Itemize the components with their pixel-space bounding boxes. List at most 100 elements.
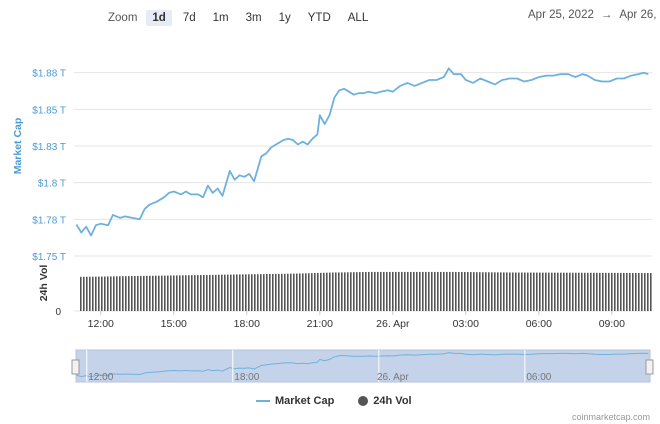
volume-bar bbox=[278, 273, 280, 311]
volume-bar bbox=[635, 272, 637, 311]
zoom-7d-button[interactable]: 7d bbox=[182, 12, 196, 24]
volume-bar bbox=[452, 271, 454, 311]
volume-bar bbox=[80, 276, 82, 311]
volume-bar bbox=[482, 272, 484, 311]
volume-bar bbox=[368, 271, 370, 311]
volume-bar bbox=[629, 272, 631, 311]
volume-bar bbox=[476, 272, 478, 311]
volume-bar bbox=[545, 272, 547, 311]
volume-bar bbox=[455, 271, 457, 311]
volume-bar bbox=[230, 274, 232, 311]
navigator-right-handle[interactable] bbox=[645, 359, 654, 375]
volume-bar bbox=[428, 271, 430, 311]
volume-bar bbox=[383, 271, 385, 311]
volume-bar bbox=[434, 271, 436, 311]
volume-bar bbox=[524, 272, 526, 311]
volume-bar bbox=[263, 274, 265, 311]
volume-bar bbox=[395, 271, 397, 311]
zoom-1m-button[interactable]: 1m bbox=[212, 12, 229, 24]
volume-bar bbox=[371, 271, 373, 311]
volume-bar bbox=[503, 272, 505, 311]
volume-bar bbox=[119, 276, 121, 311]
volume-bar bbox=[284, 273, 286, 311]
volume-bar bbox=[311, 273, 313, 311]
volume-bar bbox=[497, 272, 499, 311]
volume-bar bbox=[593, 272, 595, 311]
range-arrow-icon: → bbox=[600, 9, 613, 21]
volume-bar bbox=[158, 275, 160, 311]
volume-bar bbox=[431, 271, 433, 311]
legend-market-cap[interactable]: Market Cap bbox=[275, 395, 335, 407]
volume-bar bbox=[197, 275, 199, 311]
zoom-1d-button[interactable]: 1d bbox=[146, 10, 172, 26]
volume-bar bbox=[308, 273, 310, 311]
market-cap-line bbox=[75, 67, 649, 237]
y-axis-title: Market Cap bbox=[12, 118, 24, 175]
volume-bar bbox=[416, 271, 418, 311]
zoom-label: Zoom bbox=[108, 12, 138, 24]
volume-bar bbox=[326, 272, 328, 311]
zoom-all-button[interactable]: ALL bbox=[347, 12, 369, 24]
y-tick-label: $1.88 T bbox=[32, 69, 66, 80]
volume-bar bbox=[605, 272, 607, 311]
volume-bar bbox=[299, 273, 301, 311]
volume-bar bbox=[464, 272, 466, 311]
x-tick-label: 12:00 bbox=[88, 318, 114, 330]
volume-bar bbox=[608, 272, 610, 311]
volume-bar bbox=[584, 272, 586, 311]
volume-bar bbox=[182, 275, 184, 311]
volume-bar bbox=[86, 276, 88, 311]
navigator-line bbox=[76, 352, 649, 378]
volume-bar bbox=[257, 274, 259, 311]
volume-bar bbox=[554, 272, 556, 311]
volume-bar bbox=[446, 271, 448, 311]
zoom-1y-button[interactable]: 1y bbox=[278, 12, 291, 24]
volume-bar bbox=[575, 272, 577, 311]
volume-bar bbox=[218, 274, 220, 311]
zoom-3m-button[interactable]: 3m bbox=[245, 12, 262, 24]
volume-bar bbox=[377, 271, 379, 311]
volume-bar bbox=[203, 274, 205, 311]
volume-bar bbox=[638, 272, 640, 311]
legend-volume[interactable]: 24h Vol bbox=[373, 395, 412, 407]
volume-bar bbox=[113, 276, 115, 311]
volume-bar bbox=[95, 276, 97, 311]
y-tick-label: $1.85 T bbox=[32, 105, 66, 116]
volume-bar bbox=[401, 271, 403, 311]
range-to-input[interactable]: Apr 26, 2 bbox=[619, 9, 660, 21]
range-from-input[interactable]: Apr 25, 2022 bbox=[528, 9, 594, 21]
navigator-left-handle[interactable] bbox=[71, 359, 80, 375]
volume-bar bbox=[329, 272, 331, 311]
volume-bar bbox=[323, 272, 325, 311]
x-tick-label: 26. Apr bbox=[376, 318, 410, 330]
volume-bar bbox=[194, 275, 196, 311]
volume-bar bbox=[239, 274, 241, 311]
volume-bar bbox=[467, 272, 469, 311]
volume-bar bbox=[425, 271, 427, 311]
volume-bar bbox=[185, 275, 187, 311]
volume-bar bbox=[650, 273, 652, 311]
volume-bar bbox=[341, 272, 343, 311]
volume-bar bbox=[599, 272, 601, 311]
volume-bar bbox=[533, 272, 535, 311]
volume-bar bbox=[266, 274, 268, 311]
volume-bar bbox=[92, 276, 94, 311]
volume-bar bbox=[590, 272, 592, 311]
volume-bar bbox=[578, 272, 580, 311]
volume-bar bbox=[515, 272, 517, 311]
volume-bar bbox=[155, 275, 157, 311]
volume-bar bbox=[146, 275, 148, 311]
volume-bar bbox=[611, 272, 613, 311]
volume-bar bbox=[440, 271, 442, 311]
y-tick-label: $1.75 T bbox=[32, 252, 66, 263]
navigator-tick-label: 18:00 bbox=[234, 372, 259, 383]
zoom-ytd-button[interactable]: YTD bbox=[307, 12, 331, 24]
volume-bar bbox=[116, 276, 118, 311]
volume-bar bbox=[269, 273, 271, 311]
volume-bar bbox=[380, 271, 382, 311]
volume-bar bbox=[347, 272, 349, 311]
volume-bar bbox=[140, 275, 142, 311]
volume-bar bbox=[350, 272, 352, 311]
volume-bar bbox=[107, 276, 109, 311]
